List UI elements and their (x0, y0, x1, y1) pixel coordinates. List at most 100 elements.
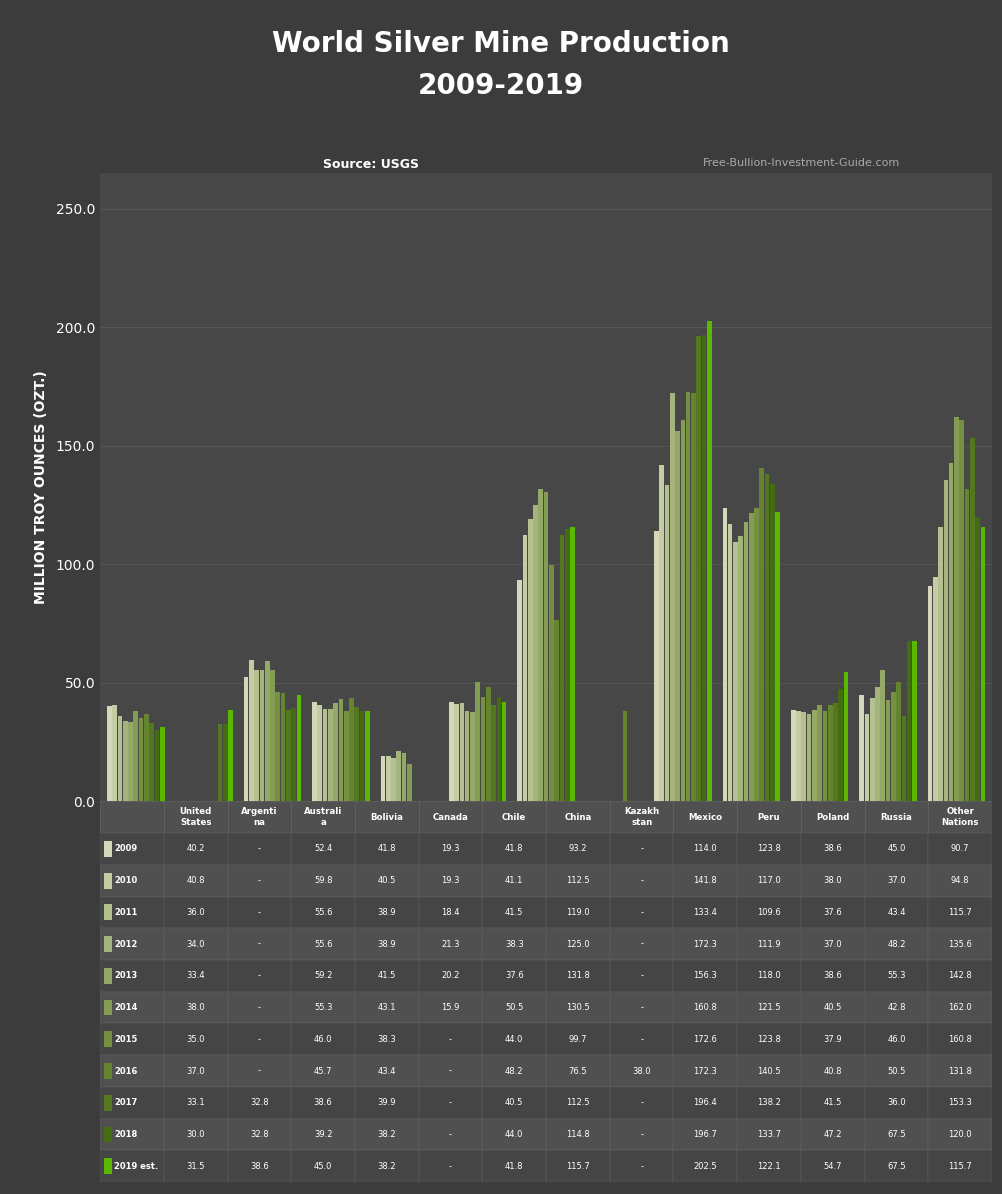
Bar (355, 1023, 419, 1055)
Bar (292, 801, 355, 833)
Text: 114.8: 114.8 (566, 1130, 590, 1139)
Bar (100, 897, 164, 928)
Bar (737, 992, 801, 1023)
Bar (360, 710, 365, 801)
Text: Australi
a: Australi a (304, 807, 343, 827)
Text: 38.2: 38.2 (378, 1130, 396, 1139)
Bar (355, 864, 419, 897)
Bar (737, 864, 801, 897)
Bar (227, 1087, 292, 1119)
Text: 55.6: 55.6 (314, 940, 333, 948)
Bar (100, 864, 164, 897)
Bar (865, 833, 928, 864)
Bar (807, 714, 812, 801)
Text: -: - (258, 972, 261, 980)
Text: -: - (640, 1035, 643, 1044)
Text: 41.1: 41.1 (505, 876, 523, 885)
Bar (482, 992, 546, 1023)
Bar (407, 764, 412, 801)
Text: -: - (258, 1035, 261, 1044)
Text: Source: USGS: Source: USGS (323, 158, 419, 171)
Text: 45.7: 45.7 (314, 1066, 333, 1076)
Bar (227, 897, 292, 928)
Bar (546, 1119, 610, 1150)
Bar (100, 1119, 164, 1150)
Bar (449, 702, 454, 801)
Bar (737, 897, 801, 928)
Text: 38.6: 38.6 (250, 1162, 269, 1170)
Text: 141.8: 141.8 (693, 876, 717, 885)
Text: 122.1: 122.1 (758, 1162, 781, 1170)
Text: Other
Nations: Other Nations (942, 807, 979, 827)
Text: 123.8: 123.8 (758, 1035, 781, 1044)
Text: 15.9: 15.9 (441, 1003, 460, 1013)
Text: 20.2: 20.2 (441, 972, 460, 980)
Bar (610, 1087, 673, 1119)
Text: 39.9: 39.9 (378, 1098, 396, 1107)
Text: 93.2: 93.2 (569, 844, 587, 854)
Text: Free-Bullion-Investment-Guide.com: Free-Bullion-Investment-Guide.com (703, 158, 900, 167)
Text: 32.8: 32.8 (250, 1098, 269, 1107)
Bar (164, 864, 227, 897)
Text: 30.0: 30.0 (186, 1130, 205, 1139)
Bar (482, 928, 546, 960)
Bar (355, 928, 419, 960)
Bar (104, 1032, 111, 1047)
Bar (482, 833, 546, 864)
Bar (801, 1119, 865, 1150)
Bar (227, 833, 292, 864)
Text: 111.9: 111.9 (758, 940, 781, 948)
Text: 40.5: 40.5 (824, 1003, 842, 1013)
Bar (355, 960, 419, 992)
Bar (673, 1055, 737, 1087)
Bar (164, 801, 227, 833)
Bar (696, 336, 701, 801)
Bar (801, 1055, 865, 1087)
Text: -: - (258, 940, 261, 948)
Text: 38.3: 38.3 (505, 940, 524, 948)
Bar (349, 698, 354, 801)
Bar (217, 724, 222, 801)
Bar (801, 1023, 865, 1055)
Bar (944, 480, 948, 801)
Bar (818, 706, 822, 801)
Text: -: - (449, 1162, 452, 1170)
Bar (812, 709, 817, 801)
Bar (260, 670, 265, 801)
Bar (670, 393, 674, 801)
Text: -: - (640, 907, 643, 917)
Bar (622, 712, 627, 801)
Bar (100, 1023, 164, 1055)
Bar (965, 488, 969, 801)
Bar (865, 1087, 928, 1119)
Text: 196.7: 196.7 (693, 1130, 717, 1139)
Bar (164, 1119, 227, 1150)
Bar (801, 1087, 865, 1119)
Text: 160.8: 160.8 (693, 1003, 717, 1013)
Text: 2009-2019: 2009-2019 (418, 72, 584, 99)
Bar (482, 960, 546, 992)
Bar (737, 928, 801, 960)
Bar (870, 698, 875, 801)
Bar (801, 992, 865, 1023)
Bar (673, 833, 737, 864)
Bar (865, 992, 928, 1023)
Text: -: - (640, 876, 643, 885)
Text: 140.5: 140.5 (758, 1066, 781, 1076)
Bar (482, 1150, 546, 1182)
Bar (104, 968, 111, 984)
Bar (313, 702, 317, 801)
Text: Argenti
na: Argenti na (241, 807, 278, 827)
Bar (470, 712, 475, 801)
Bar (673, 992, 737, 1023)
Bar (133, 712, 138, 801)
Text: -: - (258, 1066, 261, 1076)
Bar (355, 1150, 419, 1182)
Bar (227, 864, 292, 897)
Text: 2013: 2013 (114, 972, 137, 980)
Bar (365, 710, 370, 801)
Text: 123.8: 123.8 (758, 844, 781, 854)
Text: -: - (640, 1003, 643, 1013)
Text: 43.4: 43.4 (378, 1066, 396, 1076)
Text: 37.0: 37.0 (824, 940, 842, 948)
